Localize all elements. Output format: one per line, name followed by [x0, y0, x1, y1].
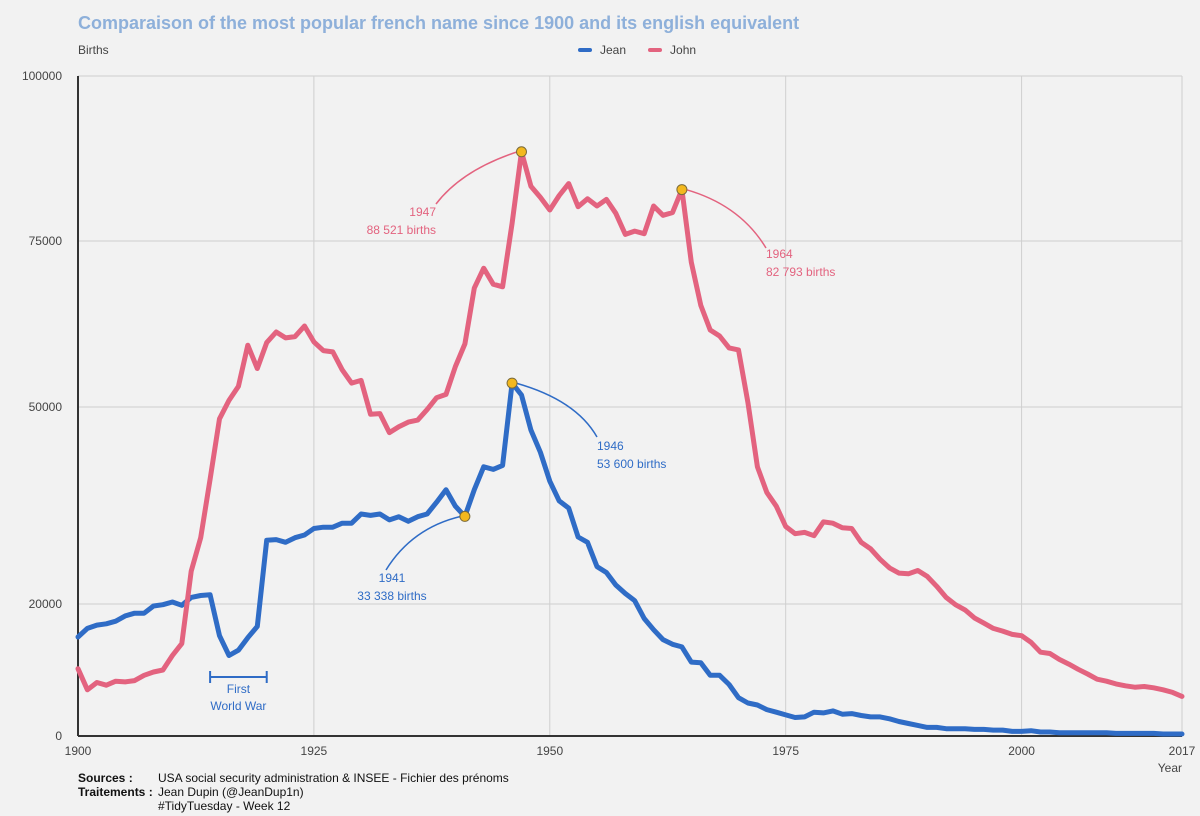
x-tick-label: 1925: [301, 744, 328, 758]
annotation-leader-1946: [515, 382, 598, 438]
footer-traitements-row: Traitements : Jean Dupin (@JeanDup1n): [78, 785, 509, 799]
footer-traitements-row-2: #TidyTuesday - Week 12: [78, 799, 509, 813]
highlight-point-1947: [515, 146, 527, 158]
footer-sources-row: Sources : USA social security administra…: [78, 771, 509, 785]
x-tick-label: 1975: [772, 744, 799, 758]
legend: Jean John: [578, 43, 696, 57]
annotation-births-1947: 88 521 births: [367, 223, 436, 237]
chart-title: Comparaison of the most popular french n…: [78, 13, 800, 33]
x-tick-label: 2017: [1169, 744, 1196, 758]
footer-sources-label: Sources :: [78, 771, 133, 785]
annotation-leader-1941: [385, 515, 462, 571]
annotation-year-1964: 1964: [766, 247, 793, 261]
legend-label-john: John: [670, 43, 697, 57]
y-axis-label: Births: [78, 43, 109, 57]
legend-item-john: John: [648, 43, 696, 57]
highlight-point-1964: [676, 184, 688, 196]
annotation-leader-1947: [435, 151, 518, 205]
annotation-births-1941: 33 338 births: [357, 589, 426, 603]
x-tick-label: 1900: [65, 744, 92, 758]
footer-traitements-label: Traitements :: [78, 785, 153, 799]
y-tick-label: 50000: [29, 400, 63, 414]
series-line-john: [75, 149, 1185, 699]
annotation-births-1946: 53 600 births: [597, 457, 666, 471]
legend-item-jean: Jean: [578, 43, 626, 57]
annotation-year-1947: 1947: [409, 205, 436, 219]
x-tick-label: 1950: [536, 744, 563, 758]
annotation-year-1946: 1946: [597, 439, 624, 453]
highlight-point-1941: [459, 510, 471, 522]
y-tick-label: 75000: [29, 234, 63, 248]
legend-label-jean: Jean: [600, 43, 627, 57]
footer-traitements-line2: #TidyTuesday - Week 12: [158, 799, 291, 813]
series-line-jean: [75, 380, 1185, 737]
highlight-point-1946: [506, 377, 518, 389]
y-tick-label: 100000: [22, 69, 62, 83]
footer-traitements-line1: Jean Dupin (@JeanDup1n): [158, 785, 304, 799]
event-label-line2: World War: [210, 699, 266, 713]
annotation-year-1941: 1941: [379, 571, 406, 585]
legend-swatch-john: [648, 48, 663, 52]
y-tick-label: 0: [55, 729, 62, 743]
x-axis-label: Year: [1157, 761, 1182, 775]
y-tick-label: 20000: [29, 597, 63, 611]
annotation-leader-1964: [685, 188, 767, 249]
footer-sources-value: USA social security administration & INS…: [158, 771, 509, 785]
footer: Sources : USA social security administra…: [78, 771, 509, 813]
x-tick-label: 2000: [1008, 744, 1035, 758]
annotation-births-1964: 82 793 births: [766, 265, 835, 279]
event-label-line1: First: [227, 682, 251, 696]
legend-swatch-jean: [578, 48, 592, 52]
